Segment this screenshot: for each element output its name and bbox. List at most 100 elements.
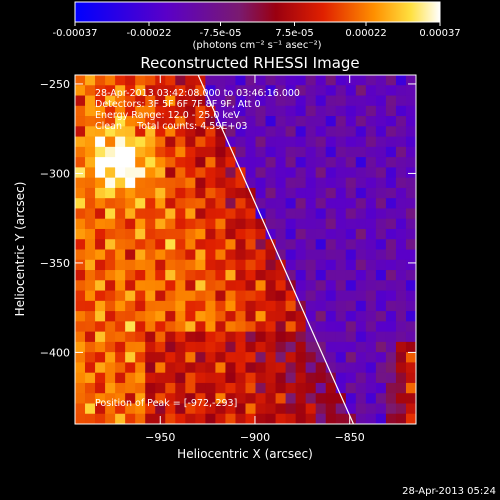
heatmap-cell (285, 198, 297, 209)
heatmap-cell (185, 300, 196, 312)
heatmap-cell (235, 280, 246, 291)
heatmap-cell (275, 218, 287, 230)
heatmap-cell (75, 321, 86, 333)
heatmap-cell (95, 95, 106, 107)
heatmap-cell (195, 290, 206, 302)
heatmap-cell (345, 198, 357, 209)
heatmap-cell (75, 95, 86, 107)
heatmap-cell (275, 403, 287, 415)
heatmap-cell (265, 403, 276, 415)
heatmap-cell (145, 311, 156, 322)
heatmap-cell (95, 362, 106, 374)
heatmap-cell (315, 136, 327, 148)
heatmap-cell (345, 177, 357, 189)
heatmap-cell (185, 362, 196, 374)
heatmap-cell (155, 95, 166, 107)
heatmap-cell (275, 239, 287, 250)
heatmap-cell (275, 228, 287, 240)
heatmap-cell (165, 413, 176, 424)
heatmap-cell (365, 85, 377, 96)
heatmap-cell (305, 352, 317, 363)
heatmap-cell (135, 208, 146, 220)
heatmap-cell (325, 95, 337, 107)
heatmap-cell (295, 290, 307, 302)
heatmap-cell (295, 126, 307, 137)
heatmap-cell (305, 218, 317, 230)
heatmap-cell (355, 280, 367, 291)
heatmap-cell (105, 249, 116, 261)
heatmap-cell (355, 393, 367, 404)
heatmap-cell (395, 311, 407, 322)
heatmap-cell (345, 75, 357, 86)
heatmap-cell (295, 321, 307, 333)
heatmap-cell (85, 157, 96, 168)
heatmap-cell (405, 198, 416, 209)
heatmap-cell (235, 331, 246, 343)
heatmap-cell (305, 228, 317, 240)
heatmap-cell (355, 341, 367, 353)
heatmap-cell (245, 300, 256, 312)
heatmap-cell (175, 239, 186, 250)
heatmap-cell (155, 270, 166, 281)
heatmap-cell (405, 280, 416, 291)
colorbar-tick-label: 0.00022 (345, 28, 386, 39)
heatmap-cell (345, 280, 357, 291)
heatmap-cell (265, 239, 276, 250)
heatmap-cell (175, 341, 186, 353)
heatmap-cell (235, 321, 246, 333)
heatmap-cell (305, 75, 317, 86)
heatmap-cell (365, 341, 377, 353)
heatmap-cell (355, 270, 367, 281)
heatmap-cell (285, 331, 297, 343)
heatmap-cell (385, 177, 397, 189)
heatmap-cell (405, 187, 416, 199)
heatmap-cell (365, 239, 377, 250)
heatmap-cell (305, 126, 317, 137)
heatmap-cell (105, 280, 116, 291)
heatmap-cell (355, 249, 367, 261)
heatmap-cell (85, 362, 96, 374)
heatmap-cell (85, 239, 96, 250)
heatmap-cell (175, 403, 186, 415)
heatmap-cell (105, 157, 116, 168)
heatmap-cell (135, 95, 146, 107)
heatmap-cell (375, 341, 387, 353)
heatmap-cell (355, 362, 367, 374)
heatmap-cell (115, 321, 126, 333)
heatmap-cell (155, 290, 166, 302)
heatmap-cell (75, 105, 86, 117)
heatmap-cell (275, 259, 287, 271)
heatmap-cell (215, 249, 226, 261)
heatmap-cell (245, 126, 256, 137)
heatmap-cell (105, 300, 116, 312)
heatmap-cell (335, 372, 347, 384)
heatmap-cell (245, 270, 256, 281)
heatmap-cell (205, 321, 216, 333)
heatmap-cell (315, 95, 327, 107)
heatmap-cell (305, 157, 317, 168)
heatmap-cell (135, 372, 146, 384)
heatmap-cell (145, 413, 156, 424)
heatmap-cell (115, 85, 126, 96)
heatmap-cell (385, 331, 397, 343)
heatmap-cell (155, 187, 166, 199)
heatmap-cell (245, 136, 256, 148)
heatmap-cell (205, 95, 216, 107)
heatmap-cell (305, 85, 317, 96)
heatmap-cell (405, 290, 416, 302)
heatmap-cell (385, 362, 397, 374)
heatmap-cell (355, 228, 367, 240)
heatmap-cell (395, 105, 407, 117)
heatmap-cell (355, 126, 367, 137)
heatmap-cell (345, 187, 357, 199)
heatmap-cell (375, 136, 387, 148)
colorbar-tick-label: -7.5e-05 (200, 28, 242, 39)
heatmap-cell (375, 403, 387, 415)
heatmap-cell (315, 259, 327, 271)
heatmap-cell (175, 413, 186, 424)
heatmap-cell (345, 116, 357, 127)
heatmap-cell (265, 126, 276, 137)
heatmap-cell (245, 341, 256, 353)
heatmap-cell (375, 311, 387, 322)
